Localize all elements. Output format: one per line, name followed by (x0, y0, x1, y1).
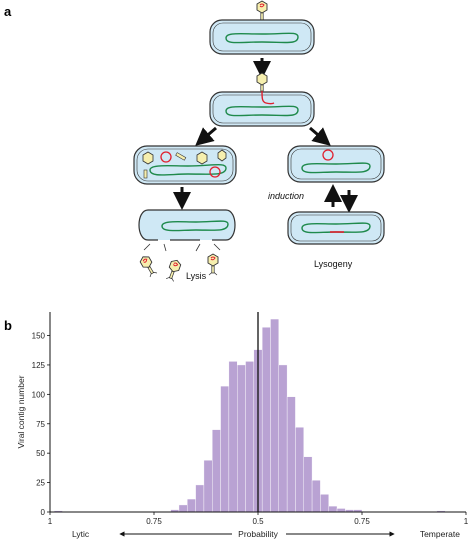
histogram-bars (53, 318, 446, 513)
histogram-bar (328, 505, 338, 513)
y-tick-label: 150 (32, 332, 46, 341)
x-tick-label: 0.75 (146, 517, 162, 526)
x-tick-label: 0.5 (252, 517, 264, 526)
histogram-bar (278, 364, 288, 513)
temperate-label: Temperate (420, 529, 460, 539)
histogram-bar (270, 318, 280, 513)
histogram-bar (320, 494, 329, 513)
cell-lysogeny (287, 211, 385, 245)
induction-label: induction (268, 191, 304, 201)
x-axis-title: Probability (238, 529, 278, 539)
released-phage-icon (138, 253, 159, 278)
y-tick-label: 50 (36, 449, 45, 458)
y-axis-title: Viral contig number (16, 375, 26, 448)
cell-1 (209, 19, 315, 55)
histogram-bar (236, 364, 246, 513)
arrow-to-lytic (195, 126, 217, 146)
histogram-bar (212, 429, 221, 513)
x-tick-label: 1 (464, 517, 469, 526)
y-ticks: 0 25 50 75 100 125 150 (32, 332, 50, 517)
x-tick-label: 1 (48, 517, 53, 526)
histogram-bar (220, 385, 230, 513)
histogram-bar (286, 396, 296, 513)
lysogeny-label: Lysogeny (314, 259, 353, 269)
y-tick-label: 75 (36, 420, 45, 429)
cell-lysis (138, 209, 236, 252)
y-tick-label: 0 (41, 508, 46, 517)
y-tick-label: 100 (32, 390, 46, 399)
released-phage-icon (207, 253, 219, 276)
cell-lysogenic-circle (287, 145, 385, 183)
infecting-phage-icon (256, 0, 268, 23)
cell-2 (209, 90, 315, 127)
histogram-bar (187, 498, 196, 513)
x-ticks: 1 0.75 0.5 0.75 1 (48, 512, 469, 526)
histogram-chart: 0 25 50 75 100 125 150 1 0.75 0.5 0.75 1 Viral con… (16, 312, 469, 539)
histogram-bar (195, 484, 205, 513)
histogram-bar (311, 480, 321, 513)
histogram-bar (303, 456, 313, 513)
panel-b-letter: b (4, 318, 12, 333)
released-phage-icon (164, 258, 183, 283)
histogram-bar (336, 508, 346, 513)
histogram-bar (203, 460, 213, 513)
y-tick-label: 125 (32, 361, 46, 370)
lytic-label: Lytic (72, 529, 90, 539)
attaching-phage-icon (256, 72, 268, 92)
histogram-bar (245, 361, 255, 513)
histogram-bar (178, 504, 188, 513)
y-tick-label: 25 (36, 479, 45, 488)
histogram-bar (295, 427, 304, 513)
histogram-bar (261, 327, 271, 513)
arrow-to-lysogenic (309, 126, 331, 146)
lysis-label: Lysis (186, 271, 207, 281)
cell-lytic-replication (133, 145, 237, 185)
panel-a-letter: a (4, 4, 12, 19)
x-tick-label: 0.75 (354, 517, 370, 526)
histogram-bar (228, 361, 238, 513)
